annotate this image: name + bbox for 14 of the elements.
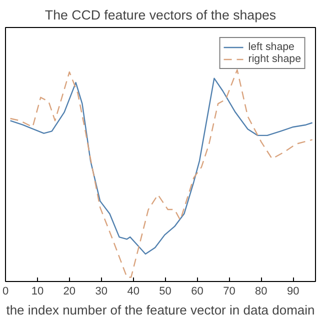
x-tick-label: 80 [255,286,268,298]
x-tick-label: 30 [95,286,108,298]
x-tick-label: 90 [287,286,300,298]
legend-label: right shape [248,53,301,65]
x-tick-label: 60 [191,286,204,298]
x-tick-label: 40 [127,286,140,298]
x-tick-label: 70 [223,286,236,298]
chart-title: The CCD feature vectors of the shapes [44,8,276,22]
x-tick-label: 50 [159,286,172,298]
legend-label: left shape [248,41,294,53]
x-tick-label: 10 [31,286,44,298]
x-tick-label: 0 [2,286,9,298]
x-tick-label: 20 [63,286,76,298]
x-axis-title: the index number of the feature vector in data domain [6,302,315,318]
